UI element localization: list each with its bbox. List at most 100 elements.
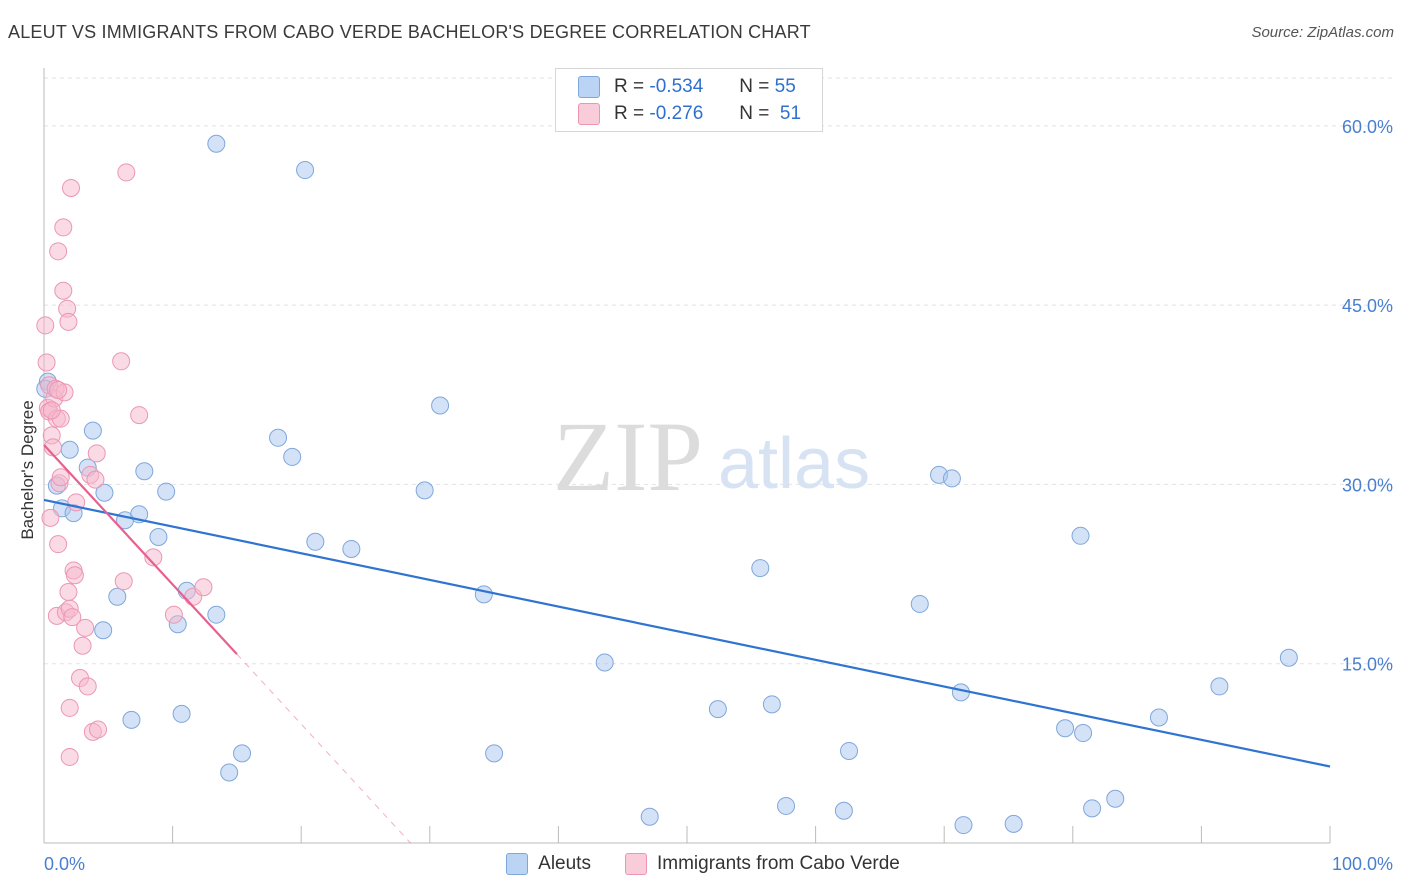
legend-row-aleuts: R = -0.534 N = 55 — [578, 74, 796, 100]
legend-n-value: 51 — [779, 103, 802, 124]
data-point — [42, 401, 61, 420]
data-point — [62, 178, 81, 197]
data-point — [83, 421, 102, 440]
data-point — [108, 587, 127, 606]
data-point — [172, 704, 191, 723]
y-tick-label: 30.0% — [1342, 475, 1393, 495]
data-point — [834, 801, 853, 820]
data-point — [777, 796, 796, 815]
data-point — [36, 316, 55, 335]
data-point — [207, 605, 226, 624]
legend-swatch-cabo-verde — [578, 103, 600, 125]
data-point — [117, 163, 136, 182]
legend-label-aleuts: Aleuts — [538, 853, 591, 874]
legend-n-label: N = — [739, 76, 770, 97]
data-point — [149, 528, 168, 546]
legend-r-label: R = — [614, 103, 645, 124]
data-point — [76, 618, 95, 637]
data-point — [1056, 719, 1075, 738]
data-point — [1279, 648, 1298, 667]
data-point — [1004, 814, 1023, 833]
data-point — [37, 353, 56, 372]
chart-title: ALEUT VS IMMIGRANTS FROM CABO VERDE BACH… — [8, 22, 811, 42]
data-point — [60, 698, 79, 717]
data-point — [306, 532, 325, 551]
data-point — [49, 535, 68, 554]
legend-swatch-cabo-verde — [624, 853, 647, 875]
data-point — [164, 605, 183, 624]
legend-r-label: R = — [614, 76, 645, 97]
data-point — [342, 539, 361, 558]
data-point — [78, 677, 97, 696]
data-point — [474, 585, 493, 604]
data-point — [269, 428, 288, 447]
data-point — [296, 161, 315, 180]
data-point — [73, 636, 92, 655]
data-point — [910, 594, 929, 613]
data-point — [220, 763, 239, 782]
watermark-atlas: atlas — [718, 424, 870, 504]
legend-item-cabo-verde[interactable]: Immigrants from Cabo Verde — [624, 853, 900, 875]
data-point — [144, 548, 163, 567]
data-point — [1071, 526, 1090, 545]
data-point — [207, 134, 226, 153]
data-point — [87, 444, 106, 463]
data-point — [751, 559, 770, 578]
data-point — [114, 572, 133, 591]
data-point — [951, 683, 970, 702]
trend-line-extension — [236, 653, 411, 844]
data-point — [485, 744, 504, 763]
y-tick-label: 15.0% — [1342, 655, 1393, 675]
data-point — [54, 281, 73, 300]
trend-line-aleuts — [43, 498, 1331, 768]
source-label: Source: ZipAtlas.com — [1251, 24, 1394, 41]
data-point — [60, 440, 79, 459]
legend-r-value: -0.276 — [649, 103, 704, 124]
data-point — [122, 710, 141, 729]
data-point — [840, 741, 859, 760]
data-point — [65, 566, 84, 585]
data-point — [762, 695, 781, 714]
data-point — [49, 380, 68, 399]
data-point — [1106, 789, 1125, 808]
data-point — [640, 807, 659, 826]
correlation-legend: R = -0.534 N = 55 R = -0.276 N = 51 — [555, 68, 823, 132]
data-point — [1149, 708, 1168, 727]
data-point — [63, 608, 82, 627]
data-point — [41, 508, 60, 527]
data-point — [194, 578, 213, 597]
data-point — [431, 396, 450, 415]
trend-lines — [43, 444, 1331, 844]
data-point — [60, 747, 79, 766]
data-point — [86, 470, 105, 489]
data-point — [54, 218, 73, 237]
data-point — [233, 744, 252, 763]
legend-item-aleuts[interactable]: Aleuts — [506, 853, 591, 875]
data-point — [157, 482, 176, 501]
gridlines — [44, 77, 1393, 665]
data-point — [708, 700, 727, 719]
x-tick-label-min: 0.0% — [44, 854, 85, 874]
data-point — [59, 312, 78, 331]
data-point — [1083, 799, 1102, 818]
axes — [43, 68, 1331, 844]
data-point — [112, 352, 131, 371]
y-tick-label: 45.0% — [1342, 296, 1393, 316]
data-point — [1074, 724, 1093, 743]
watermark-zip: ZIP — [553, 401, 703, 512]
x-tick-label-max: 100.0% — [1332, 854, 1393, 874]
tick-labels: 0.0% 100.0% 15.0% 30.0% 45.0% 60.0% — [44, 117, 1393, 874]
data-point — [49, 242, 68, 261]
legend-r-value: -0.534 — [649, 76, 704, 97]
data-point — [130, 406, 149, 425]
data-point — [954, 816, 973, 835]
data-point — [283, 447, 302, 466]
data-point — [135, 462, 154, 481]
legend-label-cabo-verde: Immigrants from Cabo Verde — [656, 853, 900, 874]
legend-swatch-aleuts — [578, 76, 600, 98]
legend-swatch-aleuts — [506, 853, 529, 875]
data-point — [89, 720, 108, 739]
series-legend: Aleuts Immigrants from Cabo Verde — [0, 851, 1406, 877]
series-cabo-verde — [36, 163, 213, 766]
